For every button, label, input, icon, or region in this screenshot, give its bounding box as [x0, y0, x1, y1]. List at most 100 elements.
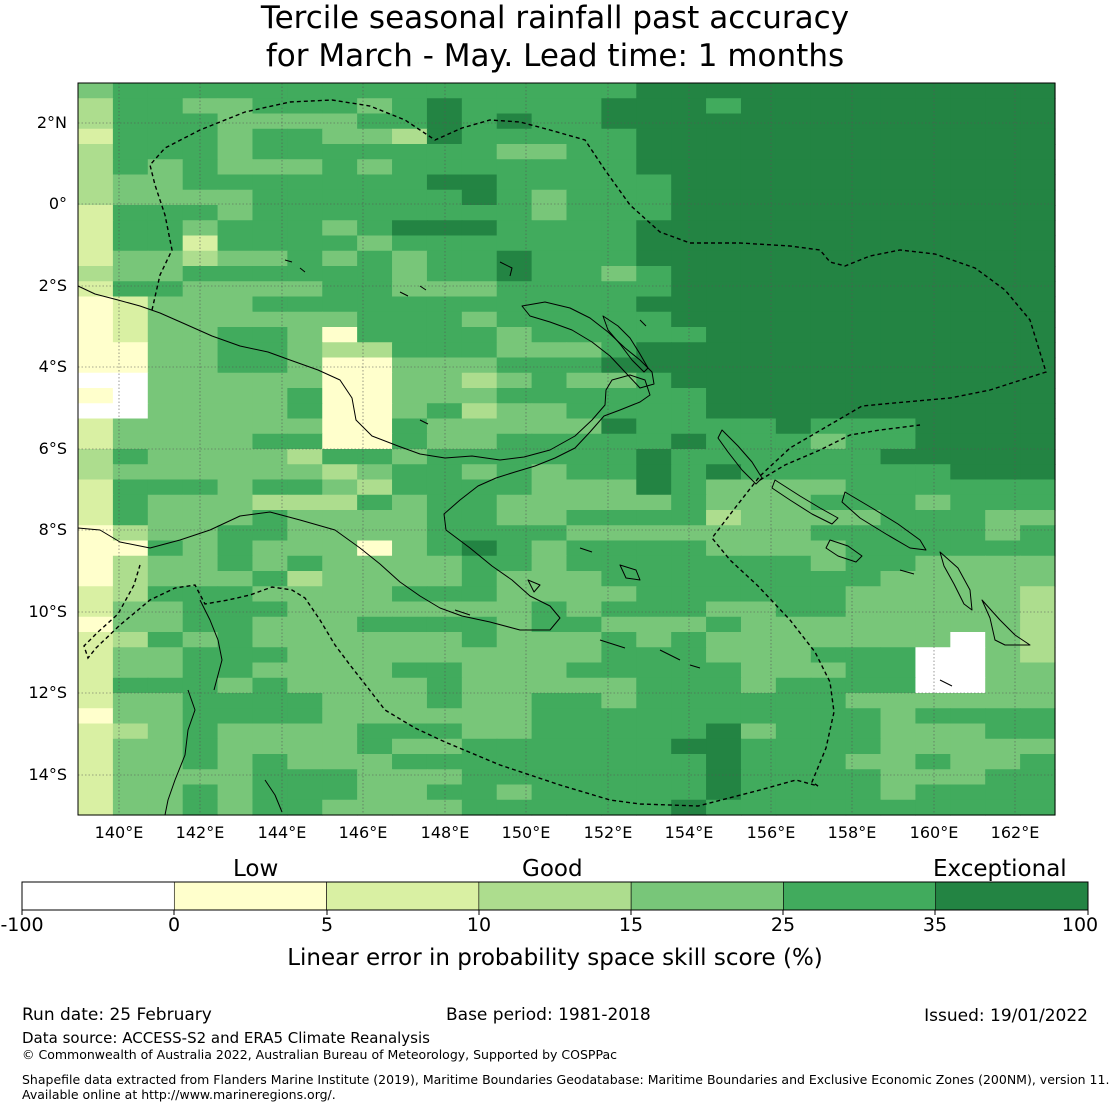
grid-cell [636, 113, 672, 130]
grid-cell [985, 693, 1021, 709]
grid-cell [496, 754, 533, 770]
grid-cell [147, 83, 184, 99]
grid-cell [636, 464, 672, 481]
grid-cell [287, 83, 323, 99]
grid-cell [461, 235, 498, 252]
grid-cell [78, 754, 114, 770]
grid-cell [636, 311, 672, 328]
grid-cell [775, 647, 812, 664]
grid-cell [78, 250, 114, 267]
grid-cell [740, 144, 777, 160]
grid-cell [915, 311, 951, 328]
grid-cell [182, 433, 219, 450]
grid-cell [845, 250, 882, 267]
grid-cell [78, 98, 114, 115]
grid-cell [845, 83, 882, 99]
grid-cell [985, 449, 1021, 465]
grid-cell [182, 494, 219, 511]
grid-cell [636, 372, 672, 389]
grid-cell [950, 311, 986, 328]
grid-cell [392, 784, 428, 801]
grid-cell [601, 220, 637, 237]
grid-cell [671, 616, 707, 633]
grid-cell [426, 708, 463, 725]
grid-cell [985, 327, 1021, 343]
grid-cell [78, 266, 114, 282]
grid-cell [950, 738, 986, 755]
grid-cell [566, 144, 602, 160]
grid-cell [182, 388, 219, 404]
grid-cell [775, 693, 812, 709]
grid-cell [985, 754, 1021, 770]
grid-cell [845, 281, 882, 298]
grid-cell [252, 403, 288, 420]
bougainville-coast [717, 429, 763, 485]
grid-cell [147, 235, 184, 252]
grid-cell [601, 174, 637, 191]
grid-cell [601, 250, 637, 267]
grid-cell [182, 601, 219, 618]
grid-cell [915, 357, 951, 374]
grid-cell [252, 433, 288, 450]
grid-cell [566, 723, 602, 740]
grid-cell [810, 586, 847, 603]
grid-cell [566, 372, 602, 389]
grid-cell [322, 677, 358, 694]
grid-cell [1020, 662, 1056, 679]
grid-cell [636, 174, 672, 191]
grid-cell [740, 418, 777, 435]
grid-cell [461, 738, 498, 755]
grid-cell [601, 342, 637, 359]
grid-cell [950, 98, 986, 115]
grid-cell [147, 525, 184, 542]
grid-cell [775, 342, 812, 359]
lon-label: 154°E [664, 823, 714, 842]
grid-cell [1020, 479, 1056, 496]
grid-cell [496, 418, 533, 435]
australia-coast [164, 599, 283, 816]
grid-cell [740, 601, 777, 618]
grid-cell [217, 144, 254, 160]
grid-cell [496, 479, 533, 496]
grid-cell [880, 388, 917, 404]
grid-cell [706, 464, 742, 481]
grid-cell [775, 586, 812, 603]
grid-cell [322, 540, 358, 557]
grid-cell [566, 189, 602, 206]
grid-cell [392, 586, 428, 603]
grid-cell [147, 479, 184, 496]
grid-cell [531, 357, 568, 374]
title-line-1: Tercile seasonal rainfall past accuracy [260, 0, 850, 36]
grid-cell [392, 189, 428, 206]
colorbar-tick-label: 25 [770, 914, 796, 936]
grid-cell [985, 769, 1021, 786]
grid-cell [950, 510, 986, 526]
grid-cell [112, 479, 149, 496]
grid-cell [531, 235, 568, 252]
grid-cell [531, 540, 568, 557]
grid-cell [880, 235, 917, 252]
grid-cell [182, 372, 219, 389]
grid-cell [706, 586, 742, 603]
grid-cell [112, 159, 149, 176]
grid-cell [1020, 433, 1056, 450]
grid-cell [112, 464, 149, 481]
grid-cell [147, 266, 184, 282]
grid-cell [950, 205, 986, 221]
grid-cell [322, 144, 358, 160]
grid-cell [1020, 128, 1056, 145]
grid-cell [985, 784, 1021, 801]
grid-cell [775, 235, 812, 252]
grid-cell [252, 449, 288, 465]
grid-cell [252, 311, 288, 328]
grid-cell [880, 281, 917, 298]
grid-cell [985, 540, 1021, 557]
grid-cell [112, 342, 149, 359]
grid-cell [78, 372, 114, 389]
grid-cell [950, 189, 986, 206]
grid-cell [461, 555, 498, 572]
grid-cell [845, 571, 882, 587]
grid-cell [182, 662, 219, 679]
grid-cell [671, 784, 707, 801]
grid-cell [252, 418, 288, 435]
